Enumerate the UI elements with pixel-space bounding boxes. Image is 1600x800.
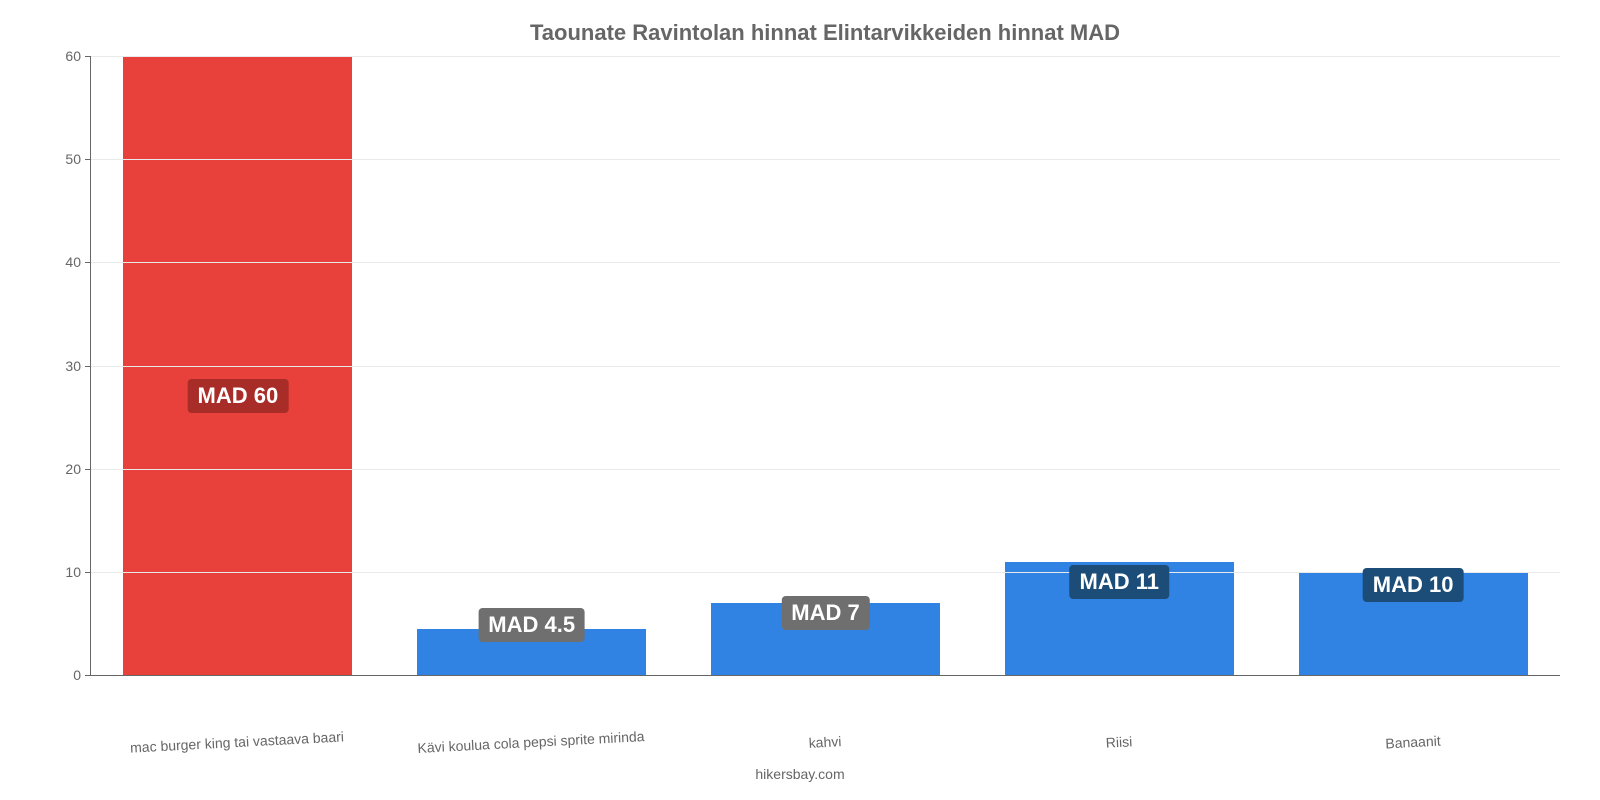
grid-line bbox=[91, 469, 1560, 470]
y-tick-mark bbox=[85, 262, 91, 263]
x-axis-label: Riisi bbox=[972, 726, 1266, 757]
attribution-text: hikersbay.com bbox=[0, 766, 1600, 782]
y-tick-label: 0 bbox=[73, 667, 81, 683]
x-axis-label: Banaanit bbox=[1266, 726, 1560, 757]
y-tick-label: 50 bbox=[65, 151, 81, 167]
x-axis-labels: mac burger king tai vastaava baariKävi k… bbox=[90, 734, 1560, 750]
bar-value-label: MAD 10 bbox=[1363, 568, 1464, 602]
bar-value-label: MAD 4.5 bbox=[478, 608, 585, 642]
chart-title: Taounate Ravintolan hinnat Elintarvikkei… bbox=[90, 20, 1560, 46]
y-tick-mark bbox=[85, 56, 91, 57]
y-tick-label: 30 bbox=[65, 358, 81, 374]
x-axis-label: Kävi koulua cola pepsi sprite mirinda bbox=[384, 726, 678, 757]
grid-line bbox=[91, 366, 1560, 367]
grid-line bbox=[91, 159, 1560, 160]
x-axis-label: kahvi bbox=[678, 726, 972, 757]
y-tick-mark bbox=[85, 159, 91, 160]
y-tick-mark bbox=[85, 572, 91, 573]
grid-line bbox=[91, 572, 1560, 573]
y-tick-label: 20 bbox=[65, 461, 81, 477]
y-tick-label: 40 bbox=[65, 254, 81, 270]
y-tick-mark bbox=[85, 675, 91, 676]
y-tick-label: 10 bbox=[65, 564, 81, 580]
grid-line bbox=[91, 262, 1560, 263]
bar-value-label: MAD 60 bbox=[188, 379, 289, 413]
plot-area: 0102030405060MAD 60MAD 4.5MAD 7MAD 11MAD… bbox=[90, 56, 1560, 676]
bar-value-label: MAD 7 bbox=[781, 596, 869, 630]
y-tick-mark bbox=[85, 366, 91, 367]
x-axis-label: mac burger king tai vastaava baari bbox=[90, 726, 384, 757]
y-tick-label: 60 bbox=[65, 48, 81, 64]
grid-line bbox=[91, 56, 1560, 57]
y-tick-mark bbox=[85, 469, 91, 470]
price-bar-chart: Taounate Ravintolan hinnat Elintarvikkei… bbox=[0, 0, 1600, 800]
bar-value-label: MAD 11 bbox=[1070, 565, 1169, 599]
